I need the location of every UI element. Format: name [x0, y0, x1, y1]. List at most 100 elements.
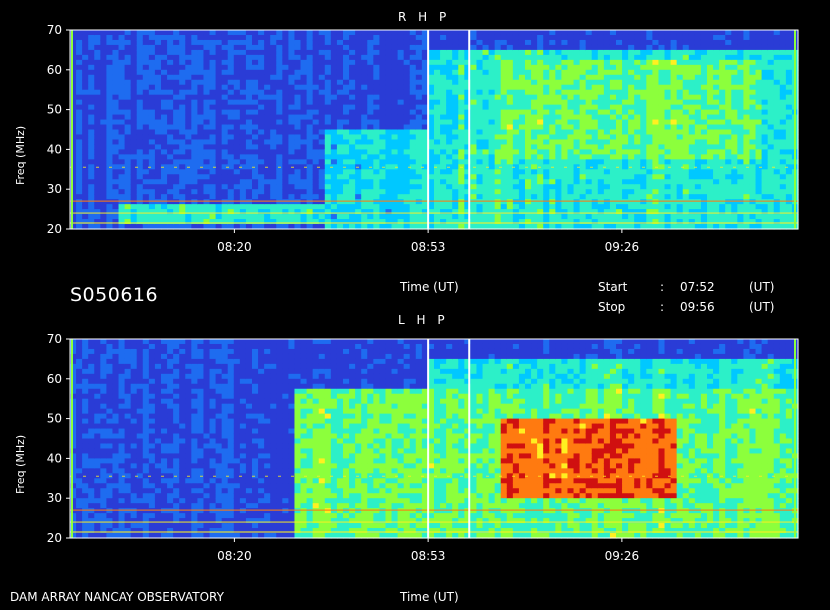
- rhp-cell: [452, 39, 459, 46]
- rhp-cell: [579, 104, 587, 111]
- rhp-cell: [761, 209, 769, 215]
- rhp-cell: [634, 99, 641, 106]
- rhp-cell: [270, 174, 277, 180]
- rhp-cell: [124, 224, 132, 230]
- rhp-cell: [258, 129, 265, 136]
- rhp-cell: [258, 164, 265, 170]
- rhp-cell: [294, 134, 302, 141]
- rhp-cell: [725, 169, 732, 175]
- rhp-cell: [118, 119, 126, 126]
- rhp-cell: [488, 179, 496, 185]
- rhp-cell: [628, 184, 635, 190]
- rhp-cell: [203, 54, 211, 61]
- rhp-cell: [640, 64, 647, 71]
- rhp-cell: [579, 179, 587, 185]
- rhp-cell: [725, 129, 732, 136]
- rhp-cell: [440, 214, 447, 220]
- rhp-cell: [555, 124, 562, 131]
- rhp-cell: [343, 69, 350, 76]
- rhp-cell: [494, 89, 502, 96]
- rhp-cell: [761, 79, 769, 86]
- rhp-cell: [779, 174, 787, 180]
- rhp-cell: [106, 44, 114, 51]
- rhp-cell: [482, 30, 490, 36]
- rhp-cell: [94, 94, 101, 101]
- rhp-cell: [682, 84, 690, 91]
- rhp-cell: [476, 44, 484, 51]
- rhp-cell: [349, 144, 356, 150]
- rhp-cell: [482, 54, 490, 61]
- rhp-cell: [512, 94, 520, 101]
- rhp-cell: [694, 219, 702, 225]
- rhp-cell: [476, 54, 484, 61]
- rhp-cell: [616, 144, 623, 150]
- rhp-cell: [773, 194, 781, 200]
- rhp-cell: [385, 54, 393, 61]
- lhp-cell: [70, 468, 77, 474]
- rhp-cell: [191, 159, 198, 165]
- rhp-cell: [209, 189, 217, 195]
- rhp-cell: [591, 114, 599, 121]
- rhp-cell: [282, 214, 289, 220]
- rhp-cell: [221, 209, 229, 215]
- rhp-cell: [203, 89, 211, 96]
- rhp-cell: [761, 69, 769, 76]
- rhp-cell: [634, 104, 641, 111]
- rhp-cell: [640, 139, 647, 146]
- rhp-cell: [761, 179, 769, 185]
- rhp-cell: [785, 94, 793, 101]
- rhp-cell: [136, 49, 144, 56]
- rhp-cell: [361, 149, 368, 155]
- rhp-cell: [185, 139, 192, 146]
- rhp-cell: [373, 174, 380, 180]
- rhp-cell: [531, 164, 538, 170]
- rhp-cell: [294, 94, 302, 101]
- rhp-cell: [397, 134, 405, 141]
- rhp-cell: [312, 104, 320, 111]
- rhp-cell: [167, 139, 174, 146]
- lhp-cell: [82, 403, 89, 410]
- rhp-cell: [767, 59, 775, 66]
- rhp-cell: [640, 129, 647, 136]
- rhp-cell: [203, 79, 211, 86]
- rhp-cell: [294, 139, 302, 146]
- rhp-cell: [640, 194, 647, 200]
- rhp-cell: [276, 124, 283, 131]
- rhp-cell: [670, 119, 678, 126]
- rhp-cell: [506, 224, 514, 230]
- rhp-cell: [682, 124, 690, 131]
- rhp-cell: [324, 149, 332, 155]
- rhp-cell: [324, 179, 332, 185]
- rhp-cell: [700, 204, 708, 210]
- rhp-cell: [306, 30, 314, 36]
- rhp-cell: [349, 39, 356, 46]
- rhp-cell: [70, 179, 77, 185]
- rhp-cell: [549, 144, 556, 150]
- rhp-cell: [306, 189, 314, 195]
- rhp-cell: [197, 179, 205, 185]
- rhp-cell: [440, 119, 447, 126]
- rhp-cell: [415, 129, 423, 136]
- rhp-cell: [707, 94, 714, 101]
- rhp-cell: [154, 134, 162, 141]
- rhp-cell: [512, 209, 520, 215]
- rhp-cell: [300, 119, 308, 126]
- rhp-cell: [118, 129, 126, 136]
- rhp-cell: [616, 134, 623, 141]
- rhp-cell: [640, 154, 647, 160]
- lhp-cell: [88, 353, 95, 360]
- rhp-cell: [306, 104, 314, 111]
- rhp-cell: [767, 129, 775, 136]
- rhp-cell: [252, 59, 259, 66]
- lhp-cell: [82, 398, 89, 405]
- rhp-cell: [518, 189, 526, 195]
- rhp-cell: [458, 59, 465, 66]
- rhp-cell: [154, 99, 162, 106]
- rhp-cell: [415, 189, 423, 195]
- rhp-cell: [197, 34, 205, 41]
- rhp-cell: [336, 99, 344, 106]
- lhp-cell: [88, 493, 95, 499]
- rhp-cell: [785, 204, 793, 210]
- rhp-cell: [785, 214, 793, 220]
- rhp-cell: [531, 74, 538, 81]
